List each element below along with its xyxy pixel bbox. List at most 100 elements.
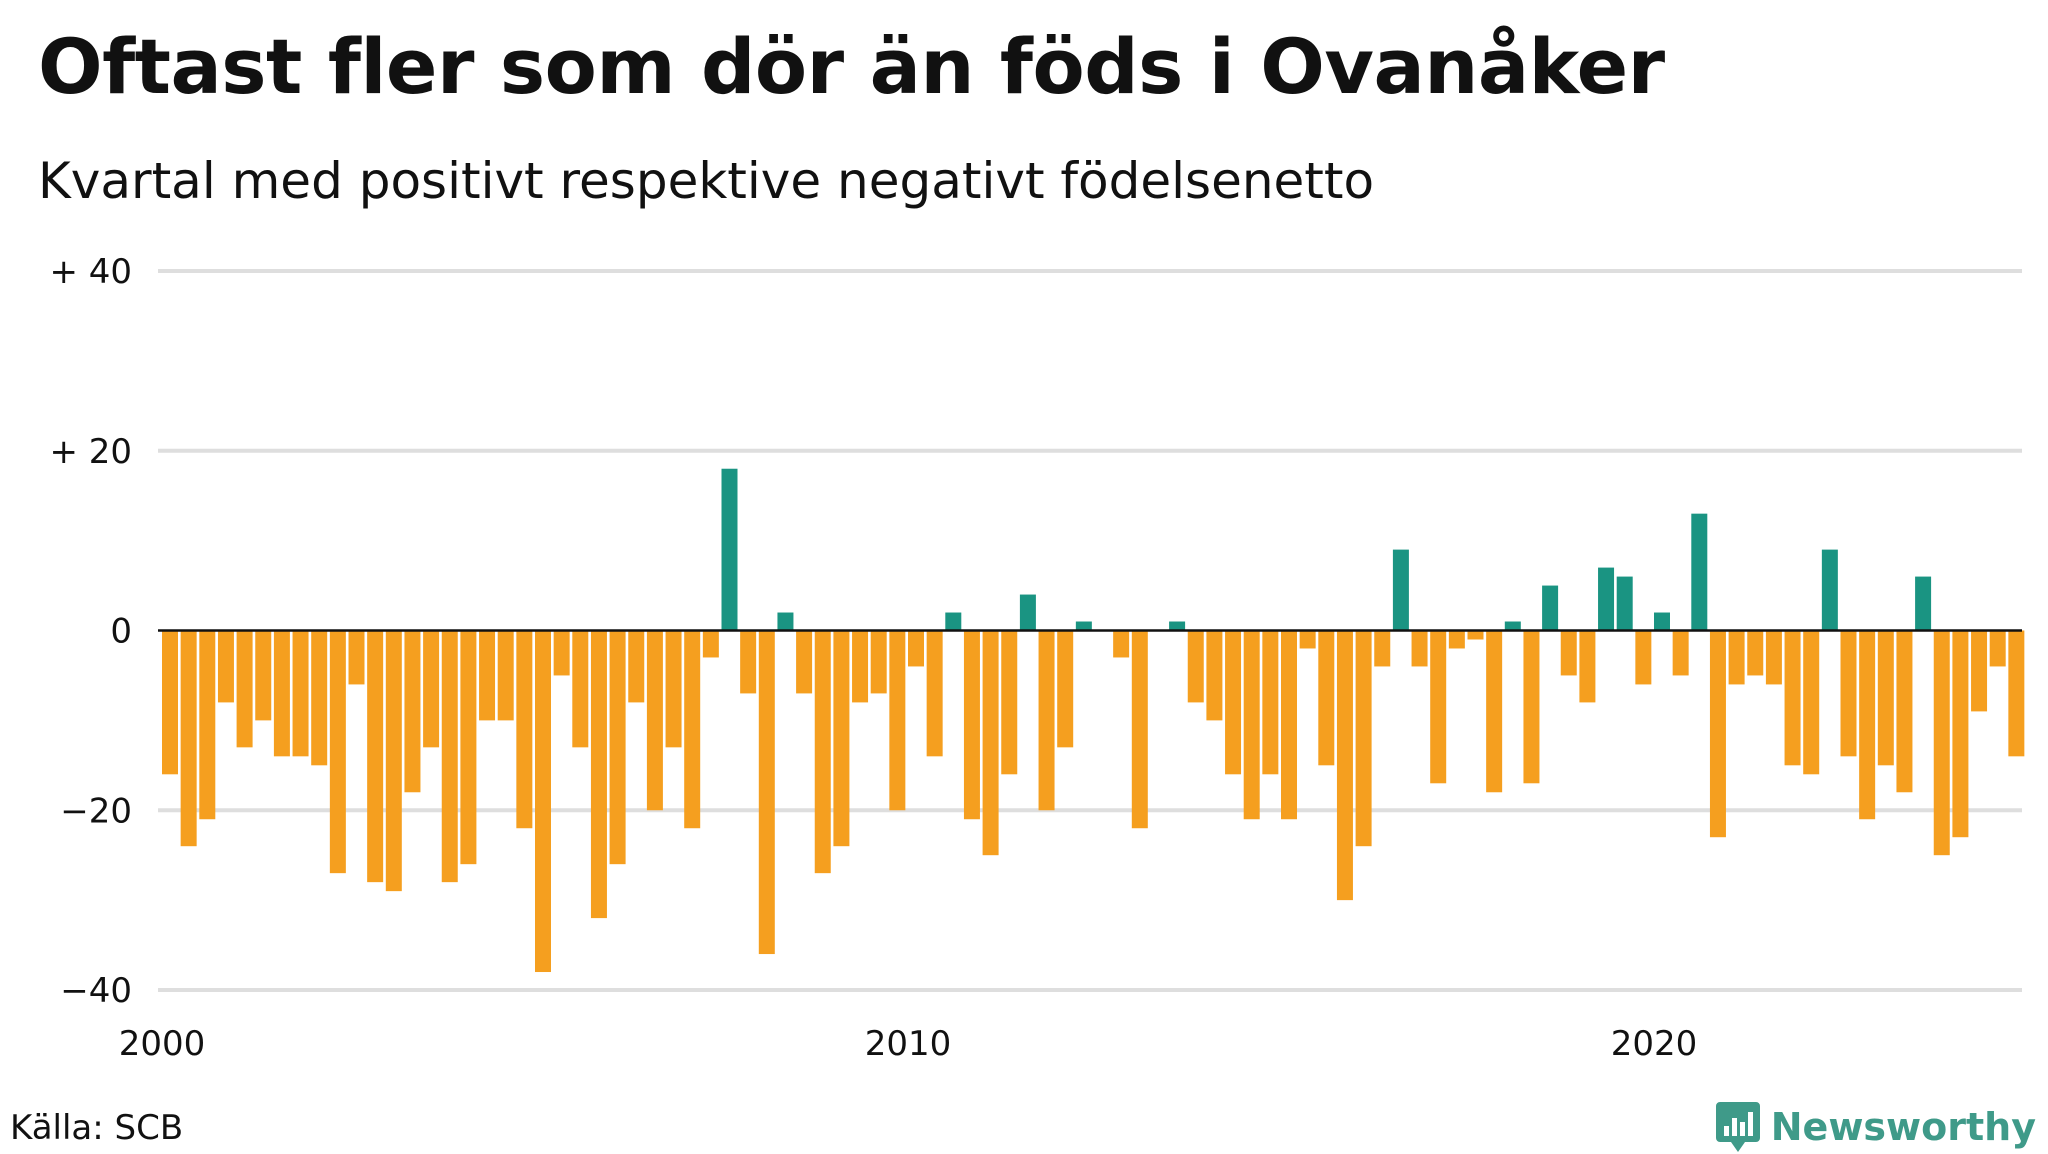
bar xyxy=(665,630,682,748)
bar xyxy=(441,630,458,883)
y-axis-ticks: + 40 + 20 0 −20 −40 xyxy=(49,252,132,1011)
bar xyxy=(1113,630,1130,658)
bar xyxy=(982,630,999,856)
bar xyxy=(1038,630,1055,811)
bar xyxy=(1542,585,1559,631)
bar xyxy=(180,630,197,847)
bar xyxy=(1672,630,1689,676)
bar xyxy=(740,630,757,694)
bar xyxy=(217,630,234,703)
bar xyxy=(777,612,794,631)
bar xyxy=(609,630,626,865)
y-tick-label: −20 xyxy=(60,791,132,831)
bar xyxy=(1187,630,1204,703)
bar xyxy=(1355,630,1372,847)
x-tick-label: 2020 xyxy=(1611,1024,1698,1064)
bar xyxy=(833,630,850,847)
bar xyxy=(1803,630,1820,775)
bar xyxy=(516,630,533,829)
bar xyxy=(1691,513,1708,631)
y-tick-label: 0 xyxy=(110,612,132,652)
brand-name: Newsworthy xyxy=(1770,1105,2036,1149)
chart-title: Oftast fler som dör än föds i Ovanåker xyxy=(38,22,1665,111)
bar xyxy=(1057,630,1074,748)
bar xyxy=(1336,630,1353,901)
bar xyxy=(423,630,440,748)
bar xyxy=(870,630,887,694)
bar xyxy=(1933,630,1950,856)
bar xyxy=(479,630,496,721)
bar xyxy=(628,630,645,703)
bar xyxy=(1486,630,1503,793)
bar xyxy=(1821,549,1838,631)
bar xyxy=(1225,630,1242,775)
bar xyxy=(199,630,216,820)
bar xyxy=(1374,630,1391,667)
bar xyxy=(1952,630,1969,838)
bar xyxy=(497,630,514,721)
bar xyxy=(1971,630,1988,712)
bar xyxy=(963,630,980,820)
bar xyxy=(273,630,290,757)
bar xyxy=(1019,594,1036,631)
source-note: Källa: SCB xyxy=(10,1108,184,1148)
bar xyxy=(348,630,365,685)
bar xyxy=(1915,576,1932,631)
bar xyxy=(1318,630,1335,766)
bars xyxy=(162,468,2025,973)
bar xyxy=(460,630,477,865)
x-tick-label: 2010 xyxy=(865,1024,952,1064)
bar xyxy=(908,630,924,667)
bar xyxy=(796,630,813,694)
bar xyxy=(1747,630,1764,676)
bar xyxy=(292,630,309,757)
bar xyxy=(1635,630,1652,685)
bar xyxy=(1411,630,1428,667)
bar xyxy=(814,630,831,874)
brand-logo[interactable]: Newsworthy xyxy=(1715,1100,2036,1154)
bar xyxy=(1131,630,1148,829)
bar xyxy=(945,612,962,631)
bar xyxy=(1001,630,1018,775)
bar xyxy=(852,630,869,703)
bar xyxy=(758,630,775,955)
bar xyxy=(1430,630,1447,784)
bar xyxy=(385,630,402,892)
bar xyxy=(535,630,551,973)
bar xyxy=(1392,549,1409,631)
bar xyxy=(367,630,384,883)
bar xyxy=(1598,567,1615,631)
bar xyxy=(702,630,719,658)
bar xyxy=(1560,630,1577,676)
bar xyxy=(1654,612,1670,631)
bar xyxy=(926,630,943,757)
bar xyxy=(1243,630,1260,820)
bar xyxy=(1504,621,1521,631)
bar xyxy=(684,630,701,829)
bar xyxy=(1169,621,1186,631)
bar xyxy=(1989,630,2006,667)
bar xyxy=(255,630,272,721)
x-tick-label: 2000 xyxy=(119,1024,206,1064)
bar xyxy=(1299,630,1316,649)
bar xyxy=(1784,630,1801,766)
bar xyxy=(1896,630,1913,793)
bar xyxy=(1859,630,1876,820)
bar xyxy=(1765,630,1782,685)
bar xyxy=(1616,576,1633,631)
bar xyxy=(1877,630,1894,766)
bar xyxy=(646,630,663,811)
bar xyxy=(1206,630,1223,721)
bar xyxy=(311,630,328,766)
bar xyxy=(1262,630,1279,775)
bar xyxy=(889,630,906,811)
newsworthy-logo-icon xyxy=(1715,1102,1760,1152)
bar xyxy=(236,630,253,748)
bar xyxy=(572,630,589,748)
bar xyxy=(1840,630,1857,757)
bar xyxy=(1728,630,1745,685)
bar-chart: + 40 + 20 0 −20 −40 2000 2010 2020 xyxy=(49,252,2025,1064)
bar xyxy=(2008,630,2025,757)
bar xyxy=(404,630,421,793)
bar xyxy=(1523,630,1540,784)
